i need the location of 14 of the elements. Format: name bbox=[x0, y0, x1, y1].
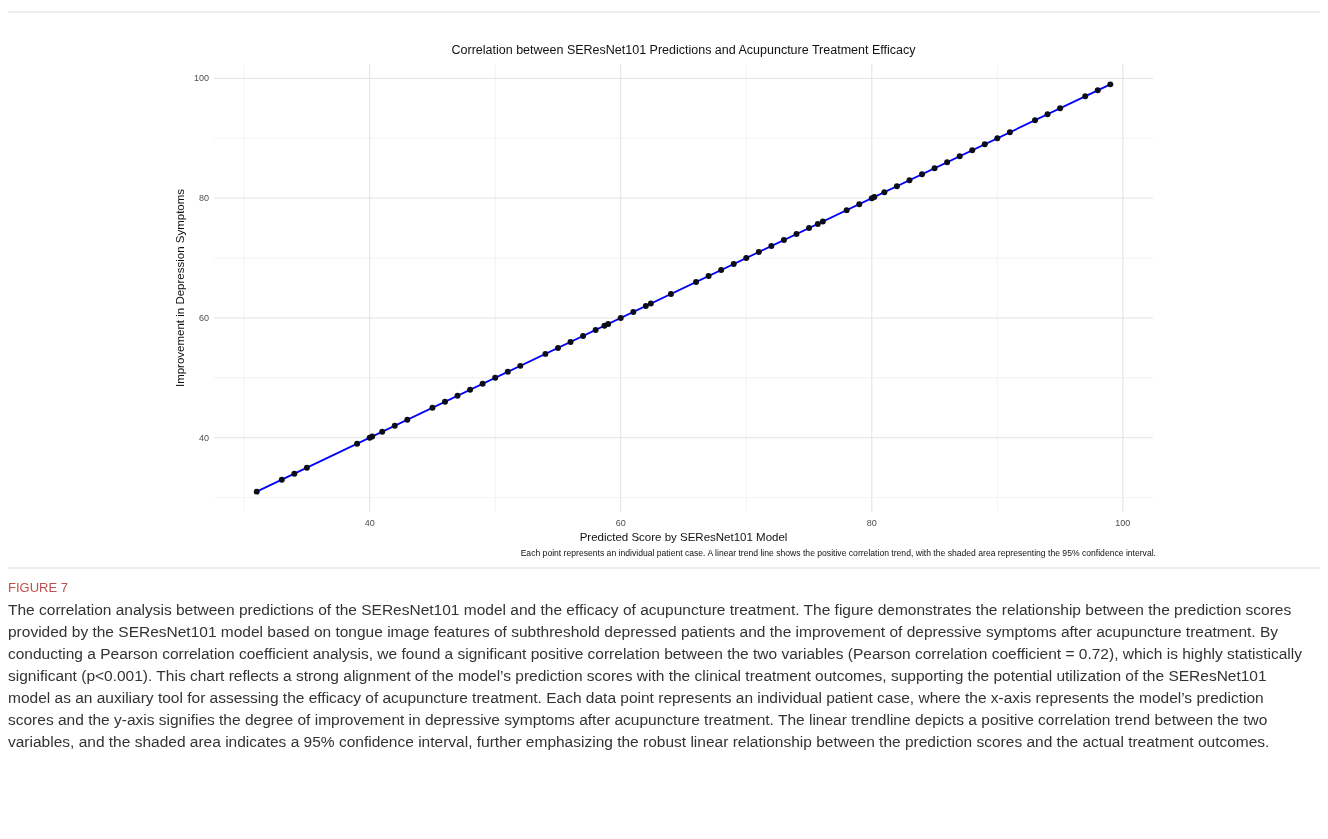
x-axis-title: Predicted Score by SEResNet101 Model bbox=[579, 531, 788, 543]
y-tick-label: 100 bbox=[193, 73, 209, 84]
y-tick-label: 60 bbox=[198, 312, 209, 323]
x-tick-label: 80 bbox=[866, 518, 877, 528]
chart-title: Correlation between SEResNet101 Predictions and Acupuncture Treatment Efficacy bbox=[451, 43, 917, 57]
x-tick-label: 40 bbox=[364, 518, 375, 528]
y-tick-label: 40 bbox=[198, 432, 209, 443]
text: The correlation analysis between predictions of the SEResNet101 model and the efficacy of acupuncture treatment. The figure demonstrates the relationship between the prediction scores provided by the SEResNet101 model based on tongue image features of subthreshold depressed patients and the improvement of depressive symptoms after acupuncture treatment. By conducting a Pearson correlation coefficient analysis, we found a significant positive correlation between the two variables (Pearson correlation coefficient = 0.72), which is highly statistically significant (p<0.001). This chart reflects a strong alignment of the model’s prediction scores with the clinical treatment outcomes, supporting the potential utilization of the SEResNet101 model as an auxiliary tool for assessing the efficacy of acupuncture treatment. Each data point represents an individual patient case, where the x-axis represents the model’s prediction scores and the y-axis signifies the degree of improvement in depressive symptoms after acupuncture treatment. The linear trendline depicts a positive correlation trend between the two variables, and the shaded area indicates a 95% confidence interval, further emphasizing the robust linear relationship between the prediction scores and the actual treatment outcomes. bbox=[8, 600, 1303, 752]
x-tick-label: 100 bbox=[1115, 518, 1131, 528]
y-tick-label: 80 bbox=[198, 193, 209, 204]
y-axis-title: Improvement in Depression Symptoms bbox=[174, 188, 186, 388]
caption: FIGURE 7 bbox=[8, 580, 69, 595]
x-tick-label: 60 bbox=[615, 518, 626, 528]
text: Each point represents an individual patient case. A linear trend line shows the positive correlation trend, with the shaded area representing the 95% confidence interval. bbox=[520, 548, 1156, 558]
